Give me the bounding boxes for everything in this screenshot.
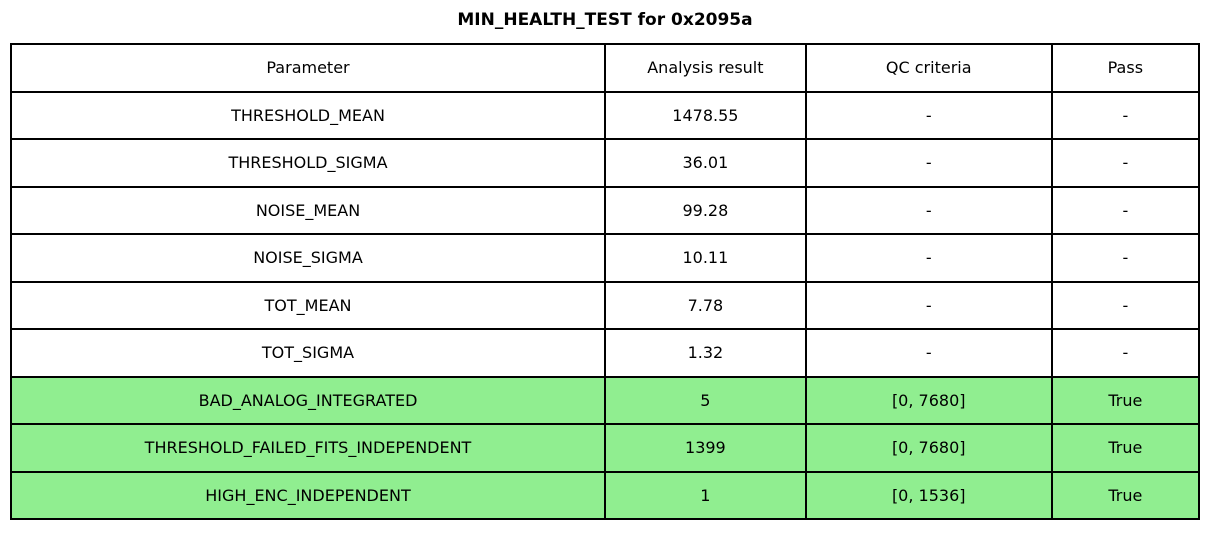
table-row: THRESHOLD_SIGMA 36.01 - -	[10, 138, 1201, 188]
cell-parameter: THRESHOLD_FAILED_FITS_INDEPENDENT	[10, 423, 606, 473]
cell-pass: -	[1050, 138, 1201, 188]
table-row-highlighted: HIGH_ENC_INDEPENDENT 1 [0, 1536] True	[10, 470, 1201, 520]
table-row: TOT_SIGMA 1.32 - -	[10, 328, 1201, 378]
cell-qc-criteria: -	[804, 328, 1053, 378]
cell-pass: -	[1050, 185, 1201, 235]
cell-analysis-result: 99.28	[604, 185, 807, 235]
table-row: TOT_MEAN 7.78 - -	[10, 280, 1201, 330]
chart-title: MIN_HEALTH_TEST for 0x2095a	[457, 10, 753, 30]
cell-qc-criteria: -	[804, 280, 1053, 330]
header-row: Parameter Analysis result QC criteria Pa…	[10, 43, 1201, 93]
cell-parameter: THRESHOLD_MEAN	[10, 90, 606, 140]
cell-qc-criteria: -	[804, 185, 1053, 235]
cell-pass: True	[1050, 375, 1201, 425]
cell-parameter: TOT_MEAN	[10, 280, 606, 330]
cell-parameter: NOISE_SIGMA	[10, 233, 606, 283]
cell-qc-criteria: -	[804, 233, 1053, 283]
cell-analysis-result: 36.01	[604, 138, 807, 188]
cell-pass: True	[1050, 470, 1201, 520]
cell-analysis-result: 1.32	[604, 328, 807, 378]
table-row: NOISE_MEAN 99.28 - -	[10, 185, 1201, 235]
cell-parameter: TOT_SIGMA	[10, 328, 606, 378]
column-header-pass: Pass	[1050, 43, 1201, 93]
cell-analysis-result: 7.78	[604, 280, 807, 330]
table-row: NOISE_SIGMA 10.11 - -	[10, 233, 1201, 283]
cell-analysis-result: 5	[604, 375, 807, 425]
column-header-qc-criteria: QC criteria	[804, 43, 1053, 93]
cell-pass: -	[1050, 90, 1201, 140]
cell-qc-criteria: [0, 1536]	[804, 470, 1053, 520]
health-test-table: Parameter Analysis result QC criteria Pa…	[10, 43, 1201, 520]
cell-qc-criteria: [0, 7680]	[804, 423, 1053, 473]
cell-qc-criteria: -	[804, 138, 1053, 188]
cell-parameter: HIGH_ENC_INDEPENDENT	[10, 470, 606, 520]
cell-qc-criteria: [0, 7680]	[804, 375, 1053, 425]
cell-parameter: THRESHOLD_SIGMA	[10, 138, 606, 188]
cell-parameter: BAD_ANALOG_INTEGRATED	[10, 375, 606, 425]
cell-analysis-result: 1478.55	[604, 90, 807, 140]
cell-parameter: NOISE_MEAN	[10, 185, 606, 235]
column-header-analysis-result: Analysis result	[604, 43, 807, 93]
cell-pass: -	[1050, 233, 1201, 283]
table-row: THRESHOLD_MEAN 1478.55 - -	[10, 90, 1201, 140]
cell-pass: True	[1050, 423, 1201, 473]
cell-analysis-result: 1	[604, 470, 807, 520]
table-row-highlighted: BAD_ANALOG_INTEGRATED 5 [0, 7680] True	[10, 375, 1201, 425]
cell-pass: -	[1050, 328, 1201, 378]
cell-analysis-result: 1399	[604, 423, 807, 473]
cell-pass: -	[1050, 280, 1201, 330]
column-header-parameter: Parameter	[10, 43, 606, 93]
cell-analysis-result: 10.11	[604, 233, 807, 283]
table-row-highlighted: THRESHOLD_FAILED_FITS_INDEPENDENT 1399 […	[10, 423, 1201, 473]
cell-qc-criteria: -	[804, 90, 1053, 140]
